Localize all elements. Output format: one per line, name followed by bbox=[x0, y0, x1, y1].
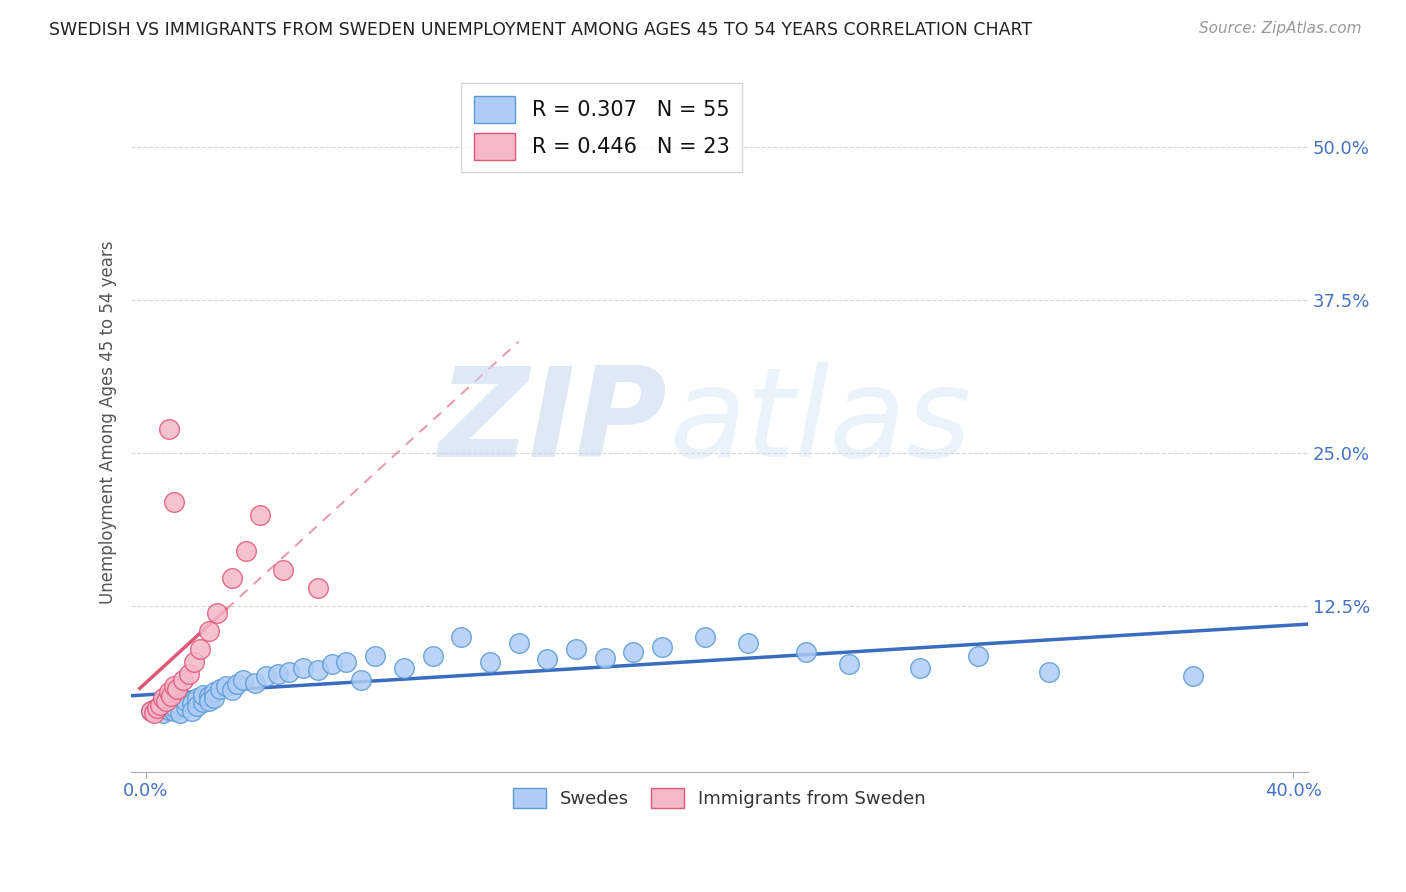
Point bbox=[143, 706, 166, 721]
Point bbox=[163, 679, 186, 693]
Point bbox=[307, 663, 329, 677]
Point bbox=[838, 657, 860, 672]
Text: SWEDISH VS IMMIGRANTS FROM SWEDEN UNEMPLOYMENT AMONG AGES 45 TO 54 YEARS CORRELA: SWEDISH VS IMMIGRANTS FROM SWEDEN UNEMPL… bbox=[49, 21, 1032, 39]
Point bbox=[651, 640, 673, 654]
Point bbox=[478, 655, 501, 669]
Point bbox=[221, 682, 243, 697]
Text: atlas: atlas bbox=[671, 362, 972, 483]
Point bbox=[177, 667, 200, 681]
Point bbox=[163, 704, 186, 718]
Point bbox=[536, 652, 558, 666]
Point bbox=[169, 706, 191, 721]
Point bbox=[215, 679, 238, 693]
Point bbox=[166, 681, 188, 696]
Point bbox=[209, 681, 232, 696]
Point bbox=[794, 645, 817, 659]
Point bbox=[197, 694, 219, 708]
Point bbox=[191, 695, 214, 709]
Point bbox=[157, 702, 180, 716]
Point bbox=[364, 648, 387, 663]
Point bbox=[191, 688, 214, 702]
Point bbox=[254, 669, 277, 683]
Point bbox=[186, 691, 208, 706]
Point bbox=[737, 636, 759, 650]
Point bbox=[188, 642, 211, 657]
Point bbox=[621, 645, 644, 659]
Point bbox=[169, 698, 191, 712]
Point bbox=[183, 655, 205, 669]
Point bbox=[197, 689, 219, 703]
Point bbox=[152, 706, 174, 721]
Point bbox=[266, 667, 288, 681]
Point bbox=[152, 698, 174, 713]
Point bbox=[1181, 669, 1204, 683]
Point bbox=[273, 563, 295, 577]
Point bbox=[278, 665, 301, 679]
Point bbox=[226, 677, 249, 691]
Point bbox=[292, 661, 315, 675]
Point bbox=[152, 691, 174, 706]
Point bbox=[450, 630, 472, 644]
Point bbox=[146, 701, 169, 715]
Point bbox=[910, 661, 932, 675]
Point bbox=[249, 508, 271, 522]
Point bbox=[163, 495, 186, 509]
Point bbox=[204, 685, 226, 699]
Point bbox=[180, 704, 202, 718]
Point bbox=[197, 624, 219, 638]
Point bbox=[157, 697, 180, 711]
Point bbox=[174, 694, 197, 708]
Point bbox=[1038, 665, 1060, 679]
Point bbox=[141, 704, 163, 718]
Point bbox=[422, 648, 444, 663]
Point bbox=[321, 657, 343, 672]
Point bbox=[350, 673, 373, 687]
Point bbox=[243, 675, 266, 690]
Point bbox=[508, 636, 530, 650]
Point bbox=[392, 661, 415, 675]
Text: Source: ZipAtlas.com: Source: ZipAtlas.com bbox=[1198, 21, 1361, 37]
Point bbox=[593, 651, 616, 665]
Point bbox=[695, 630, 717, 644]
Point bbox=[174, 700, 197, 714]
Point bbox=[172, 673, 194, 687]
Point bbox=[141, 704, 163, 718]
Point bbox=[335, 655, 357, 669]
Point bbox=[146, 701, 169, 715]
Point bbox=[565, 642, 588, 657]
Point bbox=[966, 648, 988, 663]
Point bbox=[149, 698, 172, 712]
Text: ZIP: ZIP bbox=[437, 362, 666, 483]
Legend: Swedes, Immigrants from Sweden: Swedes, Immigrants from Sweden bbox=[506, 781, 932, 815]
Point bbox=[155, 694, 177, 708]
Point bbox=[163, 700, 186, 714]
Point bbox=[232, 673, 254, 687]
Point bbox=[235, 544, 257, 558]
Point bbox=[221, 571, 243, 585]
Point bbox=[307, 581, 329, 595]
Point bbox=[207, 606, 229, 620]
Point bbox=[204, 691, 226, 706]
Point bbox=[157, 422, 180, 436]
Point bbox=[180, 697, 202, 711]
Point bbox=[160, 689, 183, 703]
Y-axis label: Unemployment Among Ages 45 to 54 years: Unemployment Among Ages 45 to 54 years bbox=[100, 241, 117, 604]
Point bbox=[186, 698, 208, 713]
Point bbox=[157, 685, 180, 699]
